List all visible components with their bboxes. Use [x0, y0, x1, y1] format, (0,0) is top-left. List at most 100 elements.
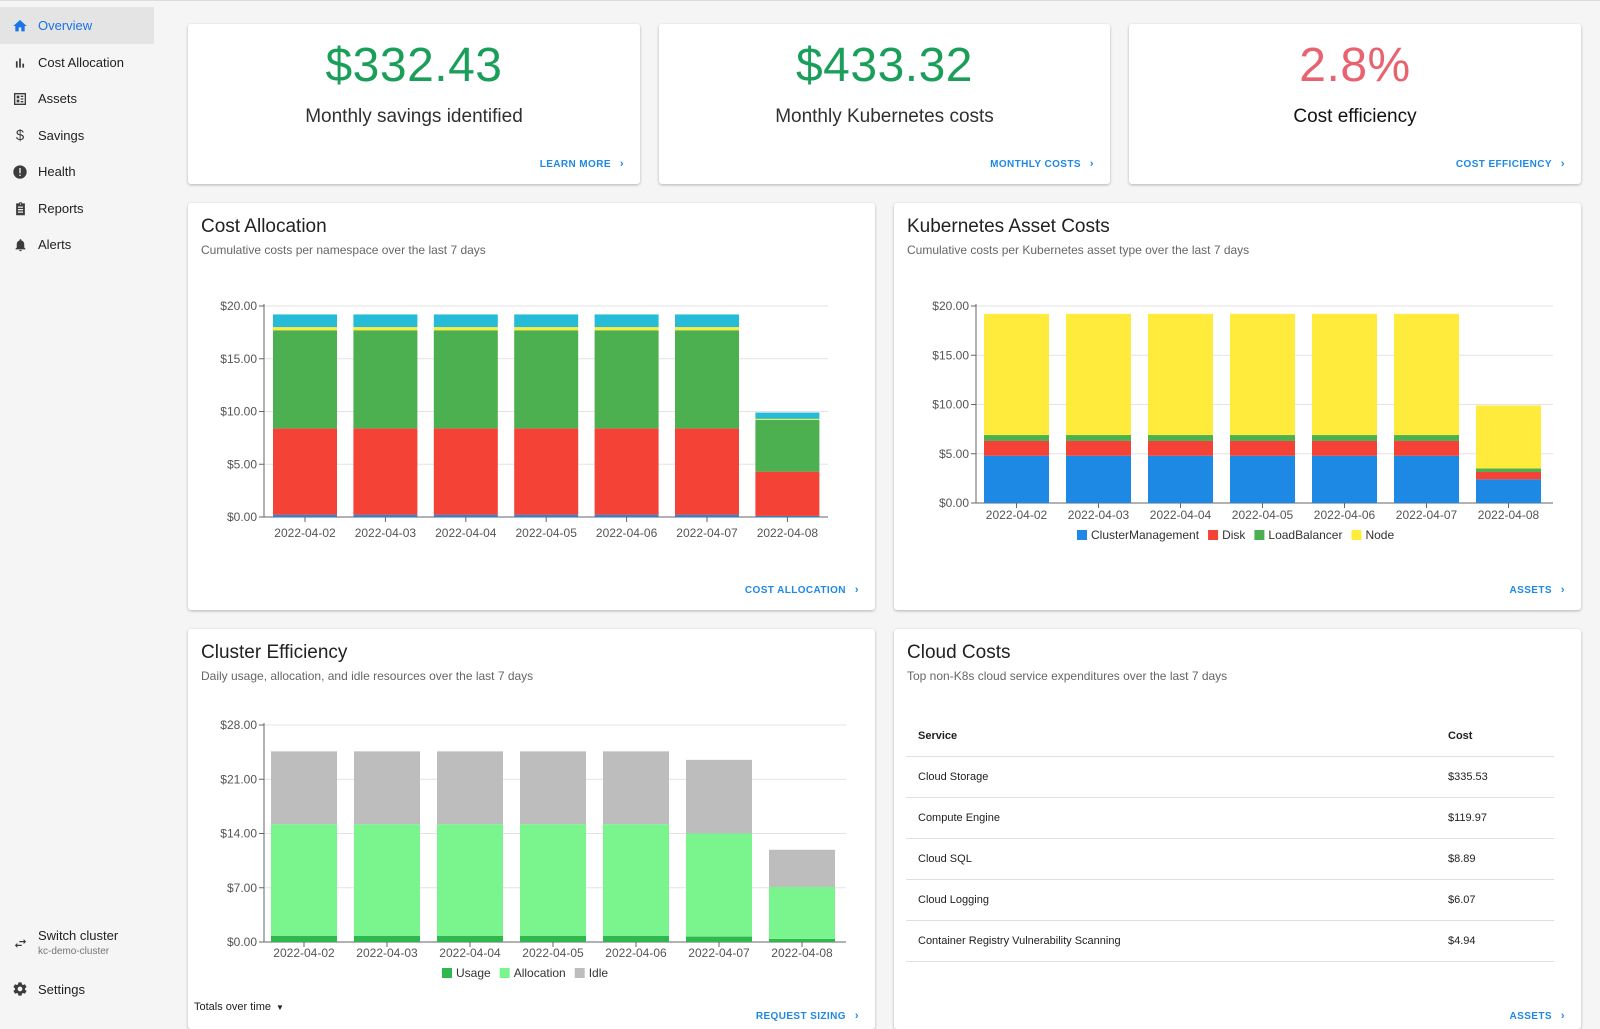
- bar-segment: [686, 936, 752, 942]
- card-subtitle: Cumulative costs per namespace over the …: [201, 243, 486, 257]
- sidebar-item-alerts[interactable]: Alerts: [0, 226, 154, 263]
- legend-label: Idle: [589, 966, 609, 980]
- dollar-icon: $: [15, 127, 25, 144]
- bar-segment: [755, 515, 820, 517]
- bar-segment: [1394, 435, 1459, 441]
- bar-segment: [984, 435, 1049, 441]
- bar-segment: [1476, 471, 1541, 480]
- bar-segment: [769, 886, 835, 939]
- bar-segment: [354, 935, 420, 942]
- y-tick-label: $10.00: [220, 405, 257, 419]
- bar-segment: [353, 314, 418, 328]
- bar-segment: [1312, 435, 1377, 441]
- cloud-costs-card: Cloud Costs Top non-K8s cloud service ex…: [894, 629, 1581, 1029]
- sidebar-item-health[interactable]: Health: [0, 153, 154, 190]
- bar-segment: [1230, 313, 1295, 436]
- legend-swatch: [1208, 530, 1219, 540]
- service-cell: Cloud SQL: [906, 838, 1436, 880]
- assets-icon: [11, 90, 29, 108]
- table-row[interactable]: Container Registry Vulnerability Scannin…: [906, 920, 1554, 962]
- bar-chart-icon: [11, 54, 29, 72]
- bar-segment: [1394, 440, 1459, 456]
- bar-segment: [433, 514, 498, 517]
- x-tick-label: 2022-04-03: [355, 526, 417, 540]
- bar-segment: [514, 314, 579, 328]
- service-cell: Cloud Storage: [906, 756, 1436, 798]
- bar-segment: [520, 935, 586, 942]
- table-row[interactable]: Cloud Storage $335.53: [906, 756, 1554, 798]
- bar-segment: [1230, 440, 1295, 456]
- y-tick-label: $15.00: [220, 352, 257, 366]
- sidebar-item-assets[interactable]: Assets: [0, 80, 154, 117]
- link-label: ASSETS: [1509, 1010, 1552, 1022]
- bar-segment: [354, 751, 420, 825]
- totals-dropdown[interactable]: Totals over time ▼: [194, 1001, 284, 1013]
- request-sizing-link[interactable]: REQUEST SIZING ›: [756, 1010, 859, 1022]
- sidebar-item-settings[interactable]: Settings: [0, 974, 154, 1004]
- bar-segment: [675, 327, 739, 331]
- table-row[interactable]: Cloud SQL $8.89: [906, 838, 1554, 880]
- bar-segment: [769, 938, 835, 942]
- bar-segment: [271, 751, 337, 825]
- cost-allocation-link[interactable]: COST ALLOCATION ›: [745, 584, 859, 596]
- stat-card-savings: $332.43 Monthly savings identified LEARN…: [188, 24, 640, 184]
- sidebar-item-label: Overview: [38, 18, 93, 33]
- chevron-right-icon: ›: [1560, 158, 1565, 170]
- bar-segment: [1312, 313, 1377, 436]
- bar-segment: [1148, 435, 1213, 441]
- bar-segment: [514, 330, 579, 429]
- sidebar-item-savings[interactable]: $ Savings: [0, 117, 154, 154]
- cluster-efficiency-chart: $0.00 $7.00 $14.00 $21.00 $28.00 2022-04-02 20…: [220, 718, 846, 980]
- y-tick-label: $14.00: [220, 827, 257, 841]
- cloud-costs-table: Service Cost Cloud Storage $335.53 Compu…: [906, 715, 1554, 962]
- x-tick-label: 2022-04-02: [274, 526, 336, 540]
- switch-cluster-button[interactable]: Switch cluster kc-demo-cluster: [0, 928, 154, 972]
- sidebar-item-reports[interactable]: Reports: [0, 190, 154, 227]
- assets-link[interactable]: ASSETS ›: [1510, 584, 1566, 596]
- service-cell: Container Registry Vulnerability Scannin…: [906, 920, 1436, 962]
- legend-label: Allocation: [514, 966, 566, 980]
- cluster-efficiency-card: Cluster Efficiency Daily usage, allocati…: [188, 629, 875, 1029]
- bar-segment: [353, 330, 418, 429]
- bar-segment: [1066, 435, 1131, 441]
- stat-value: 2.8%: [1299, 39, 1411, 92]
- y-tick-label: $20.00: [220, 299, 257, 313]
- asset-costs-card: Kubernetes Asset Costs Cumulative costs …: [894, 203, 1581, 610]
- bar-segment: [755, 412, 820, 419]
- bar-segment: [1066, 313, 1131, 436]
- y-tick-label: $15.00: [932, 348, 969, 362]
- bar-segment: [594, 327, 659, 331]
- bar-segment: [675, 428, 739, 515]
- chevron-right-icon: ›: [1560, 584, 1565, 596]
- table-row[interactable]: Cloud Logging $6.07: [906, 879, 1554, 921]
- legend-swatch: [1254, 530, 1265, 540]
- y-tick-label: $21.00: [220, 772, 257, 786]
- stat-label: Monthly savings identified: [305, 106, 523, 127]
- sidebar-item-cost-allocation[interactable]: Cost Allocation: [0, 44, 154, 81]
- link-label: COST ALLOCATION: [744, 584, 846, 596]
- legend-label: Node: [1365, 528, 1394, 542]
- bar-segment: [686, 833, 752, 937]
- cost-efficiency-link[interactable]: COST EFFICIENCY ›: [1456, 158, 1565, 170]
- cost-cell: $8.89: [1436, 838, 1554, 880]
- link-label: REQUEST SIZING: [755, 1010, 846, 1022]
- bar-segment: [594, 514, 659, 517]
- learn-more-link[interactable]: LEARN MORE ›: [540, 158, 624, 170]
- column-header-cost[interactable]: Cost: [1436, 715, 1554, 757]
- cost-allocation-chart: $0.00 $5.00 $10.00 $15.00 $20.00 2022-04-02 20…: [220, 299, 828, 540]
- x-tick-label: 2022-04-05: [522, 946, 584, 960]
- x-tick-label: 2022-04-03: [356, 946, 418, 960]
- sidebar-item-overview[interactable]: Overview: [0, 7, 154, 44]
- card-subtitle: Daily usage, allocation, and idle resour…: [201, 669, 534, 683]
- column-header-service[interactable]: Service: [906, 715, 1436, 757]
- bar-segment: [1394, 455, 1459, 503]
- bar-segment: [1312, 455, 1377, 503]
- monthly-costs-link[interactable]: MONTHLY COSTS ›: [990, 158, 1094, 170]
- cloud-assets-link[interactable]: ASSETS ›: [1510, 1010, 1566, 1022]
- bar-segment: [514, 327, 579, 331]
- stat-value: $433.32: [795, 39, 973, 92]
- y-tick-label: $5.00: [939, 447, 969, 461]
- cluster-name: kc-demo-cluster: [38, 946, 110, 957]
- table-row[interactable]: Compute Engine $119.97: [906, 797, 1554, 839]
- chevron-right-icon: ›: [1089, 158, 1094, 170]
